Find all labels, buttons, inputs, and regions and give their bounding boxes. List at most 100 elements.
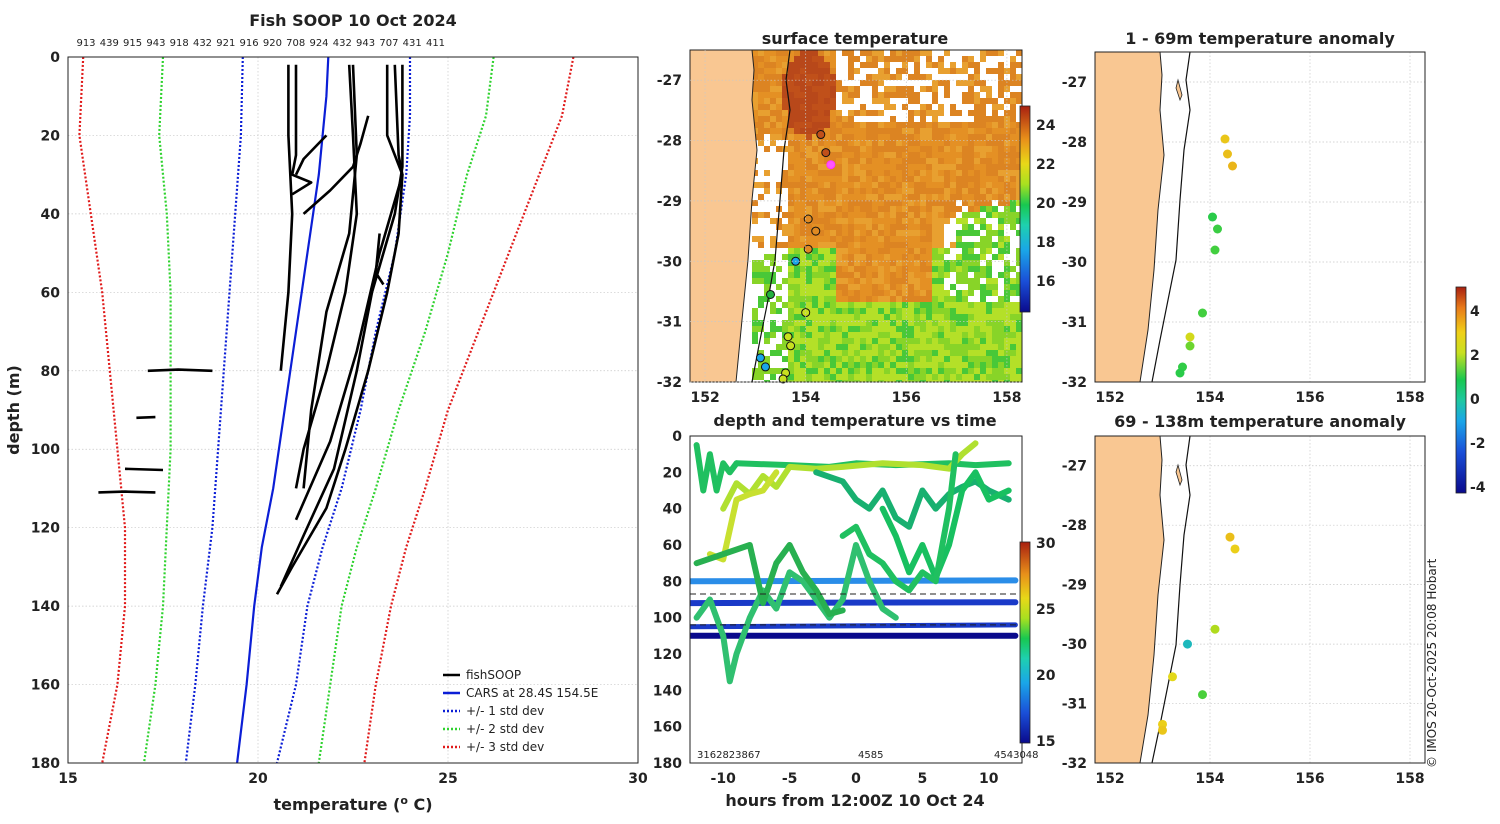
sst-cell bbox=[956, 236, 962, 242]
sst-cell bbox=[890, 272, 896, 278]
sst-cell bbox=[950, 188, 956, 194]
sst-cell bbox=[854, 344, 860, 350]
sst-cell bbox=[830, 134, 836, 140]
sst-cell bbox=[752, 314, 758, 320]
sst-cell bbox=[986, 152, 992, 158]
sst-cell bbox=[902, 122, 908, 128]
sst-cell bbox=[800, 128, 806, 134]
sst-cell bbox=[866, 278, 872, 284]
anomaly-shallow-point bbox=[1208, 212, 1217, 222]
sst-cell bbox=[932, 302, 938, 308]
sst-cell bbox=[788, 80, 794, 86]
sst-cell bbox=[968, 80, 974, 86]
sst-cell bbox=[980, 158, 986, 164]
sst-cell bbox=[878, 302, 884, 308]
sst-cell bbox=[920, 380, 926, 382]
sst-cell bbox=[842, 164, 848, 170]
sst-cell bbox=[914, 296, 920, 302]
sst-cell bbox=[968, 314, 974, 320]
sst-cell bbox=[764, 110, 770, 116]
sst-cell bbox=[836, 146, 842, 152]
sst-cell bbox=[818, 68, 824, 74]
sst-cell bbox=[1016, 254, 1022, 260]
sst-cell bbox=[896, 338, 902, 344]
sst-cell bbox=[770, 62, 776, 68]
sst-cell bbox=[932, 122, 938, 128]
sst-cell bbox=[806, 236, 812, 242]
sst-cell bbox=[794, 170, 800, 176]
sst-cell bbox=[854, 146, 860, 152]
sst-cell bbox=[974, 212, 980, 218]
sst-cell bbox=[932, 140, 938, 146]
sst-cell bbox=[758, 98, 764, 104]
sst-cell bbox=[788, 362, 794, 368]
sst-cell bbox=[968, 374, 974, 380]
sst-cell bbox=[794, 314, 800, 320]
sst-cell bbox=[788, 302, 794, 308]
sst-cell bbox=[830, 92, 836, 98]
sst-cell bbox=[920, 254, 926, 260]
sst-cell bbox=[908, 134, 914, 140]
sst-cell bbox=[968, 134, 974, 140]
sst-cell bbox=[818, 218, 824, 224]
sst-station-marker bbox=[826, 160, 836, 170]
sst-cell bbox=[938, 284, 944, 290]
sst-cell bbox=[1010, 218, 1016, 224]
sst-cell bbox=[830, 104, 836, 110]
sst-cell bbox=[968, 152, 974, 158]
sst-cell bbox=[914, 308, 920, 314]
sst-cell bbox=[974, 314, 980, 320]
sst-cell bbox=[800, 80, 806, 86]
sst-cell bbox=[998, 116, 1004, 122]
profile-line-cars bbox=[236, 56, 330, 764]
sst-cell bbox=[914, 74, 920, 80]
sst-cell bbox=[812, 128, 818, 134]
sst-cell bbox=[908, 302, 914, 308]
sst-cell bbox=[974, 272, 980, 278]
sst-cell bbox=[764, 332, 770, 338]
sst-cell bbox=[818, 50, 824, 56]
sst-cell bbox=[794, 266, 800, 272]
sst-cell bbox=[872, 134, 878, 140]
sst-cell bbox=[950, 302, 956, 308]
sst-cell bbox=[908, 344, 914, 350]
sst-cell bbox=[992, 308, 998, 314]
sst-cell bbox=[758, 350, 764, 356]
sst-cell bbox=[938, 104, 944, 110]
sst-cell bbox=[986, 230, 992, 236]
sst-cell bbox=[758, 116, 764, 122]
sst-cell bbox=[896, 308, 902, 314]
sst-cell bbox=[992, 320, 998, 326]
sst-cell bbox=[992, 326, 998, 332]
sst-cell bbox=[926, 176, 932, 182]
sst-cell bbox=[782, 176, 788, 182]
sst-cell bbox=[872, 80, 878, 86]
sst-cell bbox=[812, 326, 818, 332]
sst-cell bbox=[1016, 260, 1022, 266]
sst-cell bbox=[818, 194, 824, 200]
sst-cell bbox=[962, 212, 968, 218]
sst-cell bbox=[938, 152, 944, 158]
sst-cell bbox=[1010, 212, 1016, 218]
sst-cell bbox=[986, 146, 992, 152]
sst-cell bbox=[992, 314, 998, 320]
sst-cell bbox=[908, 176, 914, 182]
sst-cell bbox=[872, 374, 878, 380]
sst-cell bbox=[812, 218, 818, 224]
sst-cell bbox=[914, 206, 920, 212]
sst-cell bbox=[980, 110, 986, 116]
sst-cell bbox=[908, 218, 914, 224]
sst-cell bbox=[860, 104, 866, 110]
sst-cell bbox=[926, 284, 932, 290]
sst-cell bbox=[998, 194, 1004, 200]
sst-cell bbox=[752, 326, 758, 332]
sst-cell bbox=[758, 266, 764, 272]
legend-std1: +/- 1 std dev bbox=[466, 704, 544, 718]
sst-cell bbox=[848, 188, 854, 194]
sst-cell bbox=[776, 74, 782, 80]
sst-y-tick: -29 bbox=[657, 194, 682, 210]
sst-cell bbox=[944, 170, 950, 176]
sst-cell bbox=[902, 332, 908, 338]
sst-cell bbox=[872, 176, 878, 182]
sst-cell bbox=[866, 74, 872, 80]
